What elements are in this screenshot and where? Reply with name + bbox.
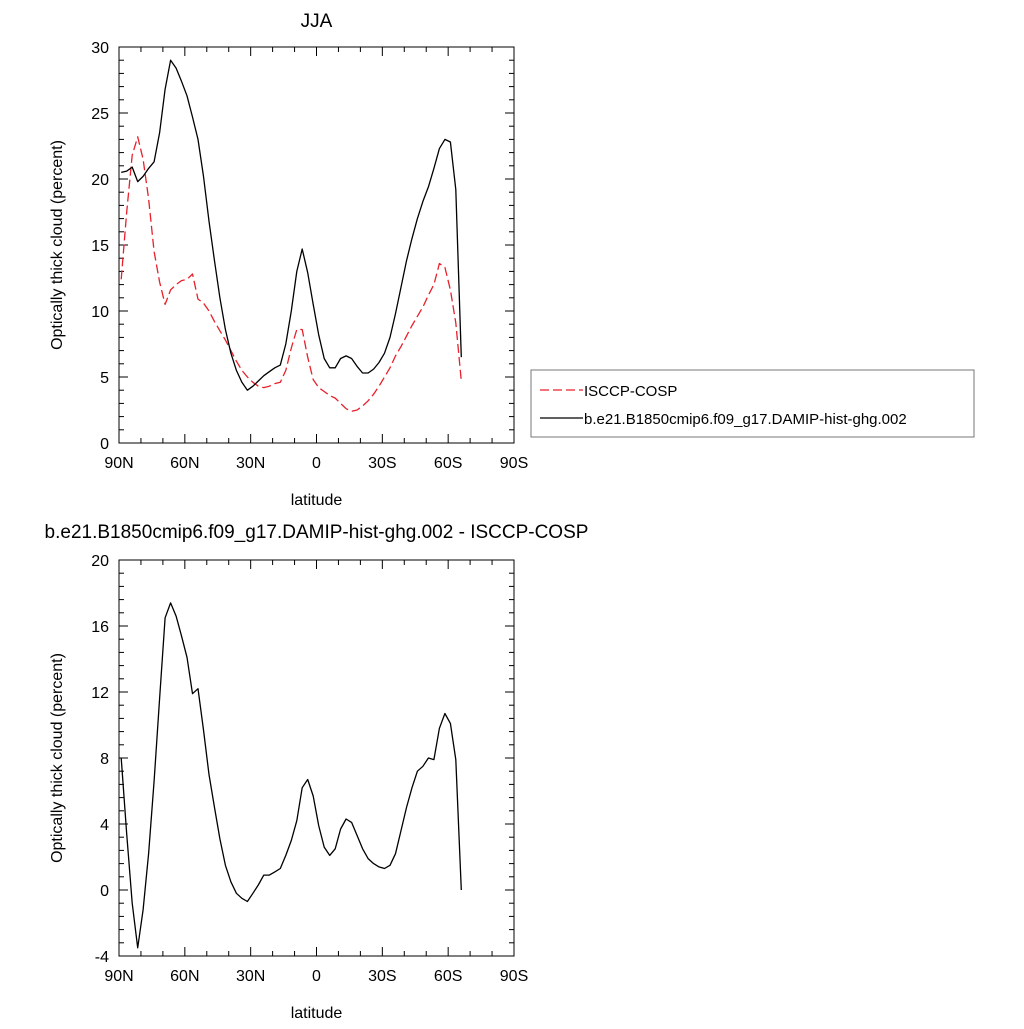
legend-box (530, 369, 975, 438)
legend-label: b.e21.B1850cmip6.f09_g17.DAMIP-hist-ghg.… (584, 411, 907, 428)
series-line-difference (120, 602, 462, 949)
x-axis-label: latitude (291, 492, 343, 509)
x-tick-label: 30N (236, 968, 265, 985)
x-tick-label: 60N (170, 968, 199, 985)
plot-frame (118, 559, 515, 957)
x-tick-label: 0 (312, 968, 321, 985)
x-tick-label: 30S (368, 968, 396, 985)
legend-label: ISCCP-COSP (584, 383, 677, 400)
x-tick-label: 30S (368, 455, 396, 472)
y-tick-label: 20 (91, 553, 109, 570)
x-tick-label: 60N (170, 455, 199, 472)
x-axis-label: latitude (291, 1005, 343, 1022)
y-tick-label: 5 (100, 370, 109, 387)
x-tick-label: 60S (434, 968, 462, 985)
series-line-isccp-cosp (120, 136, 462, 412)
x-tick-label: 30N (236, 455, 265, 472)
series-line-b-e21-b1850cmip6-f09-g17-damip-hist-ghg-002 (121, 59, 462, 391)
y-tick-label: 0 (100, 436, 109, 453)
x-tick-label: 90N (104, 968, 133, 985)
y-tick-label: 0 (100, 883, 109, 900)
y-tick-label: -4 (95, 949, 109, 966)
chart-panel-1: JJA 90N 60N 30N 0 30S 60S 90S 0 5 10 15 20 25 30 latitu… (49, 11, 975, 509)
x-tick-label: 90S (500, 968, 528, 985)
y-tick-label: 30 (91, 40, 109, 57)
chart-title: JJA (301, 11, 333, 32)
y-tick-label: 8 (100, 751, 109, 768)
x-tick-label: 0 (312, 455, 321, 472)
y-tick-label: 16 (91, 619, 109, 636)
y-tick-label: 4 (100, 817, 109, 834)
chart-panel-2: b.e21.B1850cmip6.f09_g17.DAMIP-hist-ghg.… (45, 522, 589, 1022)
legend: ISCCP-COSP b.e21.B1850cmip6.f09_g17.DAMIP… (530, 369, 975, 438)
x-tick-label: 60S (434, 455, 462, 472)
y-tick-label: 12 (91, 685, 109, 702)
y-tick-label: 15 (91, 238, 109, 255)
x-tick-label: 90S (500, 455, 528, 472)
chart-title: b.e21.B1850cmip6.f09_g17.DAMIP-hist-ghg.… (45, 522, 589, 543)
y-tick-label: 10 (91, 304, 109, 321)
y-tick-label: 20 (91, 172, 109, 189)
y-axis-label: Optically thick cloud (percent) (49, 140, 66, 350)
y-tick-label: 25 (91, 106, 109, 123)
x-tick-label: 90N (104, 455, 133, 472)
y-axis-label: Optically thick cloud (percent) (49, 653, 66, 863)
